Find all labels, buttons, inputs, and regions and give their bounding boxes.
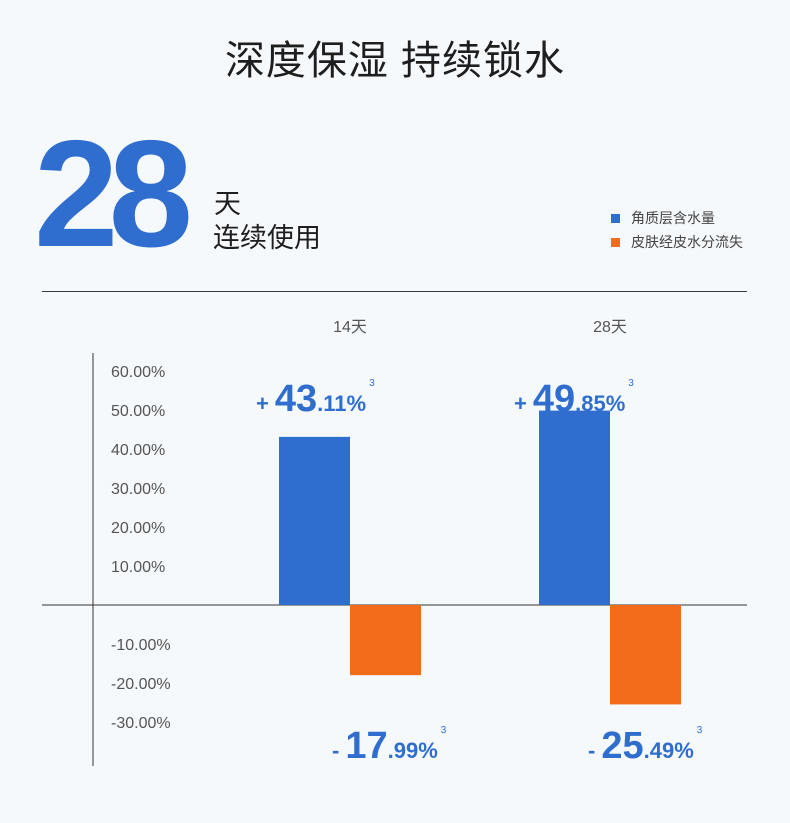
days-unit: 天 bbox=[214, 189, 241, 219]
legend-swatch-blue bbox=[611, 213, 620, 223]
y-tick-label: 60.00% bbox=[111, 364, 165, 381]
data-label: -25.49%3 bbox=[588, 725, 702, 768]
data-label-integer: 17 bbox=[345, 725, 388, 767]
y-tick-label: 30.00% bbox=[111, 481, 165, 498]
days-number: 28 bbox=[34, 109, 193, 279]
data-label-percent: % bbox=[605, 391, 626, 416]
category-label: 28天 bbox=[593, 319, 627, 336]
data-label-integer: 43 bbox=[274, 378, 318, 420]
data-label-percent: % bbox=[346, 391, 367, 416]
data-label: +49.85%3 bbox=[514, 378, 634, 421]
bar-water-loss bbox=[350, 605, 421, 676]
y-tick-label: -30.00% bbox=[111, 715, 171, 732]
legend-swatch-orange bbox=[611, 237, 620, 247]
y-tick-label: 40.00% bbox=[111, 442, 165, 459]
data-label: +43.11%3 bbox=[256, 378, 375, 421]
data-label-footnote: 3 bbox=[628, 378, 634, 389]
data-label-percent: % bbox=[674, 738, 694, 763]
data-label-footnote: 3 bbox=[696, 725, 703, 736]
y-tick-label: -10.00% bbox=[111, 637, 171, 654]
days-caption: 连续使用 bbox=[213, 223, 321, 253]
data-label-footnote: 3 bbox=[369, 378, 375, 389]
chart-legend: 角质层含水量 皮肤经皮水分流失 bbox=[611, 206, 743, 254]
bar-water-loss bbox=[610, 605, 681, 705]
data-label-integer: 49 bbox=[532, 378, 576, 420]
legend-item-water-loss: 皮肤经皮水分流失 bbox=[611, 230, 743, 254]
y-tick-label: 50.00% bbox=[111, 403, 165, 420]
data-label-decimal: .49 bbox=[643, 738, 675, 763]
y-tick-label: -20.00% bbox=[111, 676, 171, 693]
data-label-footnote: 3 bbox=[440, 725, 447, 736]
page-title: 深度保湿 持续锁水 bbox=[224, 39, 566, 83]
data-label-percent: % bbox=[418, 738, 438, 763]
data-label-sign: - bbox=[332, 738, 340, 763]
data-label-decimal: .11 bbox=[317, 391, 347, 416]
category-label: 14天 bbox=[333, 319, 367, 336]
data-label-sign: - bbox=[588, 738, 596, 763]
data-label-decimal: .85 bbox=[575, 391, 606, 416]
data-label-sign: + bbox=[514, 391, 527, 416]
header-divider bbox=[42, 291, 747, 292]
legend-label-hydration: 角质层含水量 bbox=[631, 210, 715, 226]
data-label-decimal: .99 bbox=[387, 738, 419, 763]
bar-hydration bbox=[539, 410, 610, 605]
y-tick-label: 10.00% bbox=[111, 559, 165, 576]
bar-hydration bbox=[279, 436, 350, 605]
data-label: -17.99%3 bbox=[332, 725, 446, 768]
legend-item-hydration: 角质层含水量 bbox=[611, 206, 743, 230]
y-tick-label: 20.00% bbox=[111, 520, 165, 537]
data-label-sign: + bbox=[256, 391, 269, 416]
data-label-integer: 25 bbox=[601, 725, 644, 767]
legend-label-water-loss: 皮肤经皮水分流失 bbox=[631, 234, 743, 250]
